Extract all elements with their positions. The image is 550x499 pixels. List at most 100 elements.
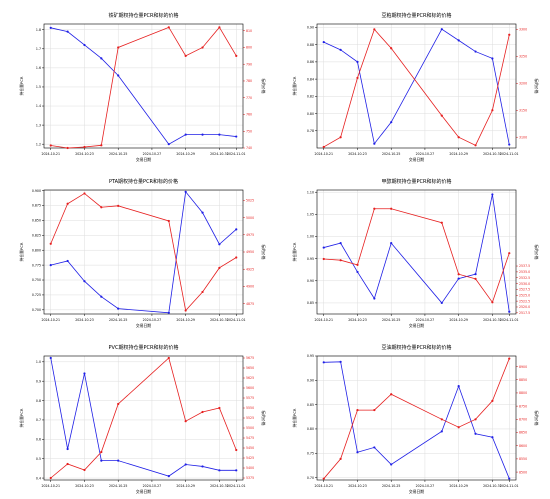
right-tick-label: 8500 [519, 470, 527, 474]
x-tick-label: 2024-11-01 [500, 484, 519, 488]
right-axis-label: 标的价格 [261, 410, 266, 425]
price-series-point [201, 410, 204, 414]
right-tick-label: 770 [246, 96, 252, 100]
x-tick-label: 2024-11-01 [227, 484, 246, 488]
price-series-point [322, 477, 325, 480]
x-axis-label: 交易日期 [136, 489, 151, 494]
right-tick-label: 5650 [246, 366, 254, 370]
price-series-point [373, 408, 376, 412]
pcr-series-point [356, 270, 359, 274]
price-series-point [184, 309, 187, 312]
left-tick-label: 1.0 [36, 360, 41, 364]
right-tick-label: 780 [246, 79, 252, 83]
x-tick-label: 2024-10-27 [143, 152, 162, 156]
pcr-series-point [390, 242, 393, 245]
right-tick-label: 3100 [519, 135, 527, 139]
price-series-point [508, 252, 511, 255]
price-series-point [339, 136, 342, 139]
price-series-point [117, 204, 120, 207]
left-axis-label: 持仓量PCR [292, 408, 297, 427]
x-tick-label: 2024-10-23 [348, 484, 367, 488]
pcr-series-point [508, 310, 511, 313]
x-tick-label: 2024-10-25 [382, 484, 401, 488]
x-tick-label: 2024-10-27 [416, 318, 435, 322]
left-tick-label: 0.80 [307, 112, 314, 116]
pcr-series-point [457, 277, 460, 280]
plot-frame [43, 189, 244, 315]
pcr-series-point [117, 307, 120, 310]
left-tick-label: 0.85 [307, 403, 314, 407]
plot-frame [316, 23, 517, 149]
right-tick-label: 5600 [246, 386, 254, 390]
x-tick-label: 2024-10-25 [382, 152, 401, 156]
chart-title: PVC期权持仓量PCR和标的价格 [109, 344, 179, 351]
left-tick-label: 0.95 [307, 257, 314, 261]
pcr-series-point [491, 57, 494, 60]
left-tick-label: 0.725 [32, 293, 41, 297]
price-series-point [457, 273, 460, 276]
left-tick-label: 0.80 [307, 427, 314, 431]
right-tick-label: 3250 [519, 55, 527, 59]
pcr-series-point [49, 356, 52, 360]
price-series-point [356, 408, 359, 412]
pcr-series-point [491, 436, 494, 439]
right-tick-label: 3300 [519, 28, 527, 32]
left-tick-label: 0.95 [307, 354, 314, 358]
price-series-point [339, 457, 342, 460]
price-series-point [218, 26, 221, 29]
x-tick-label: 2024-10-23 [348, 318, 367, 322]
right-tick-label: 8650 [519, 431, 527, 435]
x-axis-label: 交易日期 [409, 489, 424, 494]
price-series-point [356, 263, 359, 266]
x-tick-label: 2024-10-23 [75, 484, 94, 488]
price-series-point [201, 290, 204, 294]
left-tick-label: 0.6 [36, 438, 41, 442]
x-tick-label: 2024-10-27 [143, 484, 162, 488]
pcr-series-point [184, 190, 187, 193]
price-series-point [49, 144, 52, 147]
left-tick-label: 0.78 [307, 129, 314, 133]
left-tick-label: 0.900 [32, 189, 41, 193]
x-tick-label: 2024-10-25 [109, 318, 128, 322]
right-tick-label: 8900 [519, 365, 527, 369]
pcr-series-point [49, 264, 52, 267]
pcr-series-point [49, 26, 52, 29]
x-tick-label: 2024-10-25 [382, 318, 401, 322]
right-tick-label: 8850 [519, 378, 527, 382]
plot-frame [43, 23, 244, 149]
plot-frame [43, 355, 244, 481]
pcr-series-point [339, 48, 342, 51]
left-tick-label: 0.850 [32, 219, 41, 223]
left-axis-label: 持仓量PCR [19, 76, 24, 95]
x-tick-label: 2024-10-23 [75, 152, 94, 156]
pcr-series-point [184, 463, 187, 466]
right-axis-label: 标的价格 [534, 78, 539, 93]
pcr-series-point [440, 28, 443, 31]
right-tick-label: 3150 [519, 108, 527, 112]
right-tick-label: 5500 [246, 426, 254, 430]
right-tick-label: 8600 [519, 444, 527, 448]
right-tick-label: 5425 [246, 456, 254, 460]
price-series-point [474, 418, 477, 421]
left-tick-label: 1.8 [36, 28, 41, 32]
price-series-line [50, 192, 237, 312]
pcr-series-point [474, 50, 477, 53]
price-series-point [390, 393, 393, 396]
price-series-point [390, 47, 393, 50]
right-axis-label: 标的价格 [534, 244, 539, 259]
pcr-series-point [66, 30, 69, 33]
pcr-series-point [201, 133, 204, 136]
pcr-series-point [474, 432, 477, 435]
right-tick-label: 2530.0 [519, 282, 530, 286]
right-tick-label: 8700 [519, 418, 527, 422]
left-tick-label: 1.05 [307, 213, 314, 217]
right-tick-label: 2535.0 [519, 270, 530, 274]
pcr-series-point [457, 39, 460, 42]
x-tick-label: 2024-10-31 [483, 318, 502, 322]
price-series-point [66, 146, 69, 150]
price-series-point [66, 202, 69, 205]
x-tick-label: 2024-10-21 [41, 152, 60, 156]
x-tick-label: 2024-10-29 [176, 484, 195, 488]
price-series-point [373, 28, 376, 31]
left-tick-label: 1.3 [36, 123, 41, 127]
